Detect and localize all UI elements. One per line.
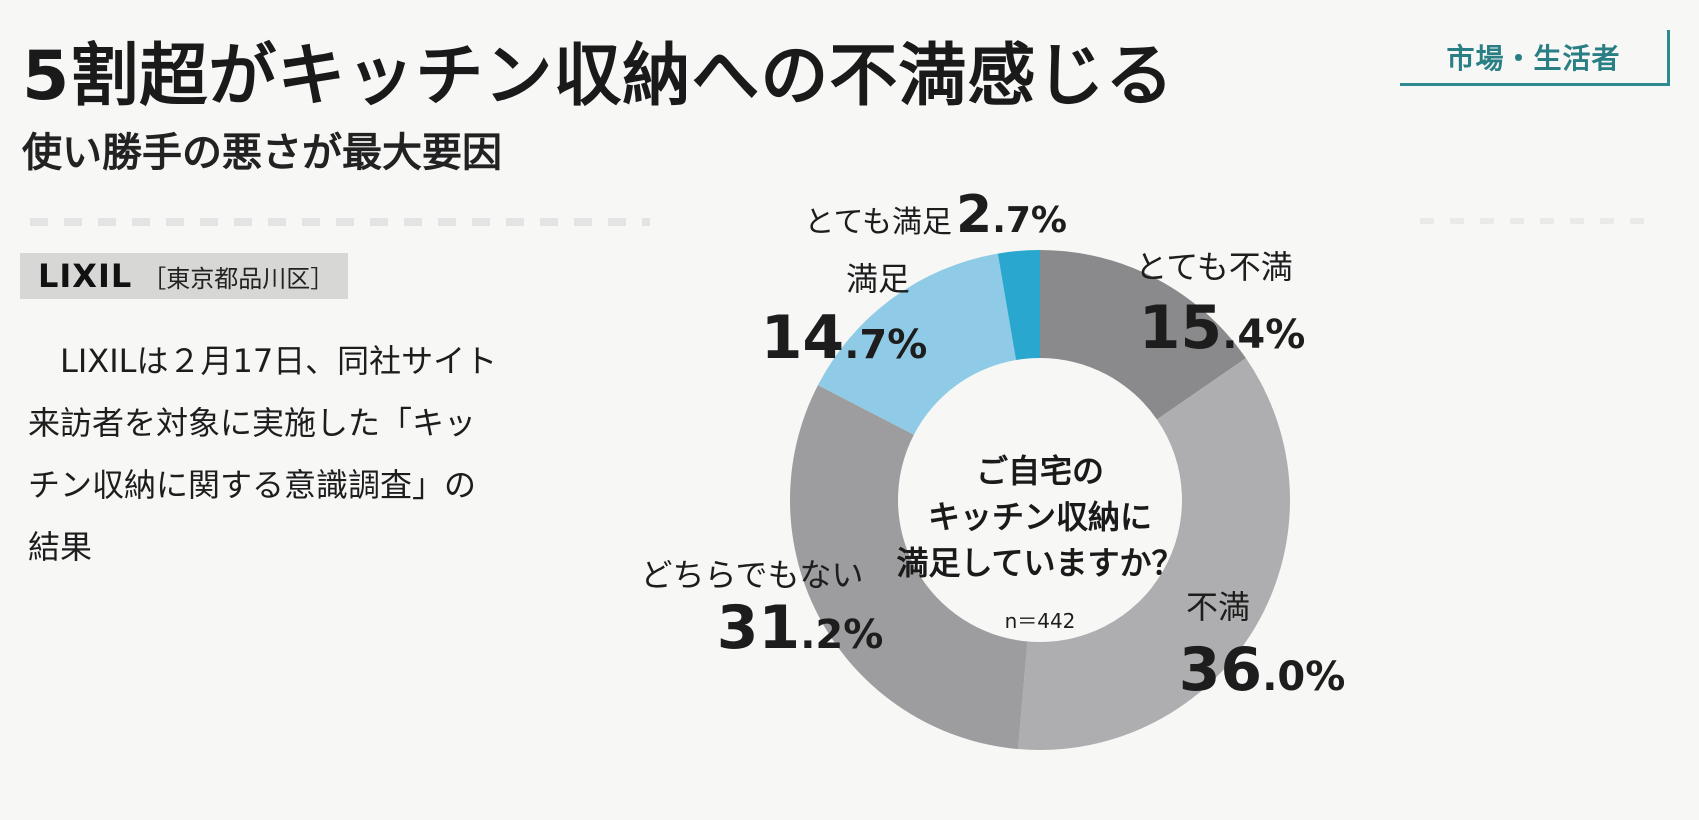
sample-size-note: n＝442 <box>1005 609 1076 633</box>
slice-satisfied <box>817 253 1017 435</box>
value-satisfied: 14.7% <box>761 303 928 373</box>
body-line-3: チン収納に関する意識調査」の <box>28 466 477 504</box>
company-badge: LIXIL ［東京都品川区］ <box>20 253 349 299</box>
value-very-dissatisfied: 15.4% <box>1139 293 1306 363</box>
decorative-dashed-line-right <box>1420 218 1660 224</box>
center-question-line-2: キッチン収納に <box>928 498 1152 536</box>
company-name: LIXIL <box>38 257 133 295</box>
slice-very-dissatisfied <box>1040 250 1246 420</box>
value-neutral: 31.2% <box>717 593 884 663</box>
decorative-dashed-line <box>30 218 650 226</box>
center-question-line-1: ご自宅の <box>976 452 1104 490</box>
body-line-2: 来訪者を対象に実施した「キッ <box>28 404 477 442</box>
center-question-line-3: 満足していますか？ <box>896 544 1183 582</box>
subheadline: 使い勝手の悪さが最大要因 <box>22 130 502 176</box>
company-location: ［東京都品川区］ <box>142 265 335 293</box>
article-body: LIXILは２月17日、同社サイト 来訪者を対象に実施した「キッ チン収納に関す… <box>28 330 528 578</box>
label-satisfied: 満足 <box>846 260 910 298</box>
label-dissatisfied: 不満 <box>1186 588 1250 626</box>
chart-center: ご自宅の キッチン収納に 満足していますか？ n＝442 <box>896 452 1183 633</box>
headline: 5割超がキッチン収納への不満感じる <box>22 37 1175 116</box>
body-line-1: LIXILは２月17日、同社サイト <box>60 342 498 380</box>
body-line-4: 結果 <box>28 528 93 566</box>
label-very-satisfied: とても満足 <box>804 205 952 240</box>
slice-neutral <box>789 385 1028 750</box>
value-very-satisfied: 2.7% <box>956 185 1067 245</box>
donut-slices <box>789 250 1291 750</box>
slice-very-satisfied <box>997 250 1040 361</box>
label-neutral: どちらでもない <box>640 556 863 594</box>
slice-dissatisfied <box>1018 358 1291 750</box>
category-tag: 市場・生活者 <box>1400 30 1670 86</box>
label-very-dissatisfied: とても不満 <box>1135 248 1292 286</box>
value-dissatisfied: 36.0% <box>1179 635 1346 705</box>
